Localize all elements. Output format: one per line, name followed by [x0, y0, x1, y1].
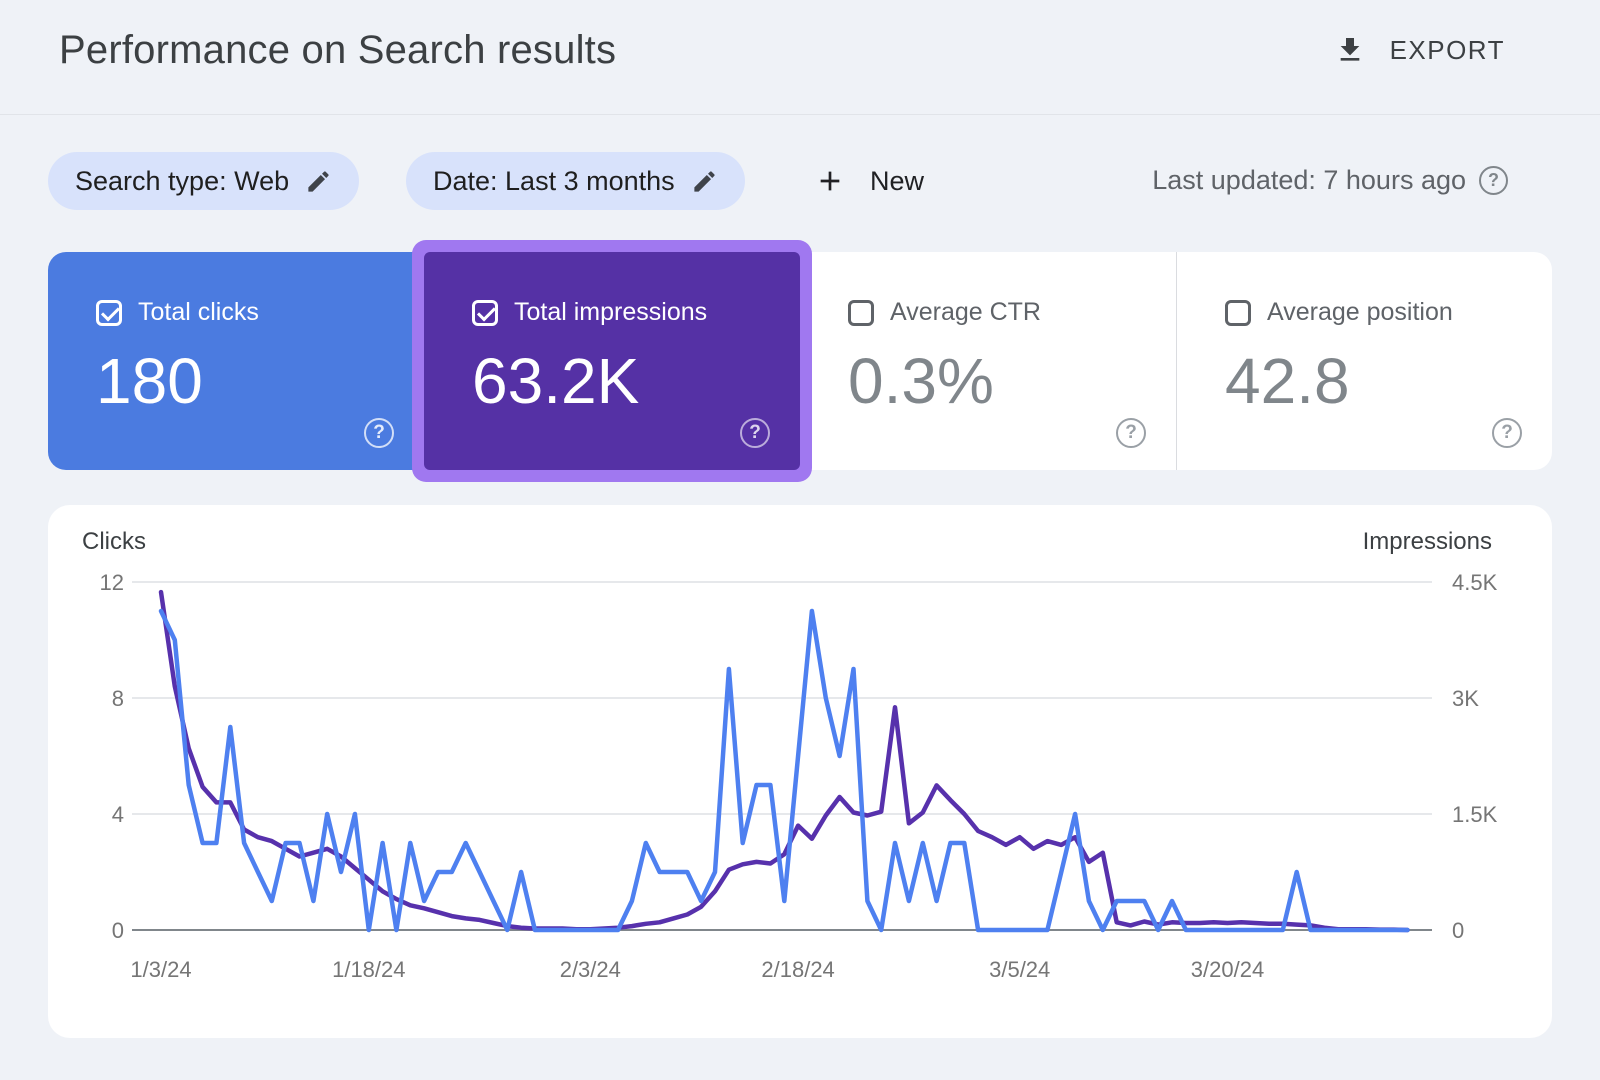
average-position-checkbox[interactable]: [1225, 299, 1251, 326]
average-ctr-card[interactable]: Average CTR 0.3%: [800, 252, 1176, 470]
left-axis-tick: 12: [100, 570, 124, 595]
x-axis-tick: 3/5/24: [989, 957, 1050, 982]
download-icon: [1340, 38, 1359, 61]
total-impressions-checkbox[interactable]: [472, 299, 498, 326]
x-axis-tick: 1/3/24: [130, 957, 191, 982]
last-updated-text: Last updated: 7 hours ago: [1152, 165, 1466, 195]
average-position-card[interactable]: Average position 42.8: [1176, 252, 1552, 470]
last-updated-help-icon[interactable]: [1479, 166, 1508, 195]
left-axis-tick: 8: [112, 686, 124, 711]
plus-icon: [820, 171, 840, 191]
new-filter-label: New: [870, 165, 925, 196]
clicks-line: [158, 608, 1410, 933]
average-position-value: 42.8: [1225, 345, 1350, 417]
pencil-icon: [308, 170, 329, 192]
x-axis-tick: 2/18/24: [761, 957, 834, 982]
pencil-icon: [694, 170, 715, 192]
average-ctr-value: 0.3%: [848, 345, 994, 417]
average-ctr-help-icon[interactable]: [1116, 418, 1146, 448]
total-clicks-checkbox[interactable]: [96, 299, 122, 326]
date-filter-label: Date: Last 3 months: [433, 165, 675, 196]
right-axis-tick: 4.5K: [1452, 570, 1498, 595]
performance-chart: 12 4.5K 8 3K 4 1.5K 0 0 Clicks Impressions 1/3/24 1…: [82, 528, 1498, 982]
total-clicks-card[interactable]: Total clicks 180: [48, 252, 424, 470]
page-title: Performance on Search results: [59, 28, 617, 72]
total-clicks-help-icon[interactable]: [364, 418, 394, 448]
new-filter-button[interactable]: New: [814, 158, 924, 204]
export-button[interactable]: EXPORT: [1334, 30, 1505, 70]
average-ctr-checkbox[interactable]: [848, 299, 874, 326]
total-impressions-label: Total impressions: [514, 298, 708, 326]
right-axis-tick: 3K: [1452, 686, 1479, 711]
total-impressions-value: 63.2K: [472, 345, 640, 417]
performance-chart-card: 12 4.5K 8 3K 4 1.5K 0 0 Clicks Impressions 1/3/24 1…: [48, 505, 1552, 1038]
right-axis-tick: 0: [1452, 918, 1464, 943]
x-axis-tick: 1/18/24: [332, 957, 405, 982]
search-type-filter-chip[interactable]: Search type: Web: [48, 152, 360, 210]
left-axis-tick: 4: [112, 802, 124, 827]
total-impressions-card[interactable]: Total impressions 63.2K: [424, 252, 800, 470]
right-axis-tick: 1.5K: [1452, 802, 1498, 827]
left-axis-title: Clicks: [82, 528, 146, 555]
total-clicks-label: Total clicks: [138, 298, 259, 326]
average-ctr-label: Average CTR: [890, 298, 1041, 326]
impressions-line: [158, 589, 1410, 933]
average-position-help-icon[interactable]: [1492, 418, 1522, 448]
total-clicks-value: 180: [96, 345, 203, 417]
total-impressions-help-icon[interactable]: [740, 418, 770, 448]
export-button-label: EXPORT: [1389, 34, 1505, 65]
last-updated: Last updated: 7 hours ago: [1152, 165, 1508, 196]
x-axis-tick: 3/20/24: [1191, 957, 1264, 982]
left-axis-tick: 0: [112, 918, 124, 943]
search-type-filter-label: Search type: Web: [75, 165, 290, 196]
date-filter-chip[interactable]: Date: Last 3 months: [406, 152, 745, 210]
header-divider: [0, 114, 1600, 115]
x-axis-tick: 2/3/24: [560, 957, 621, 982]
right-axis-title: Impressions: [1363, 528, 1492, 555]
average-position-label: Average position: [1267, 298, 1453, 326]
